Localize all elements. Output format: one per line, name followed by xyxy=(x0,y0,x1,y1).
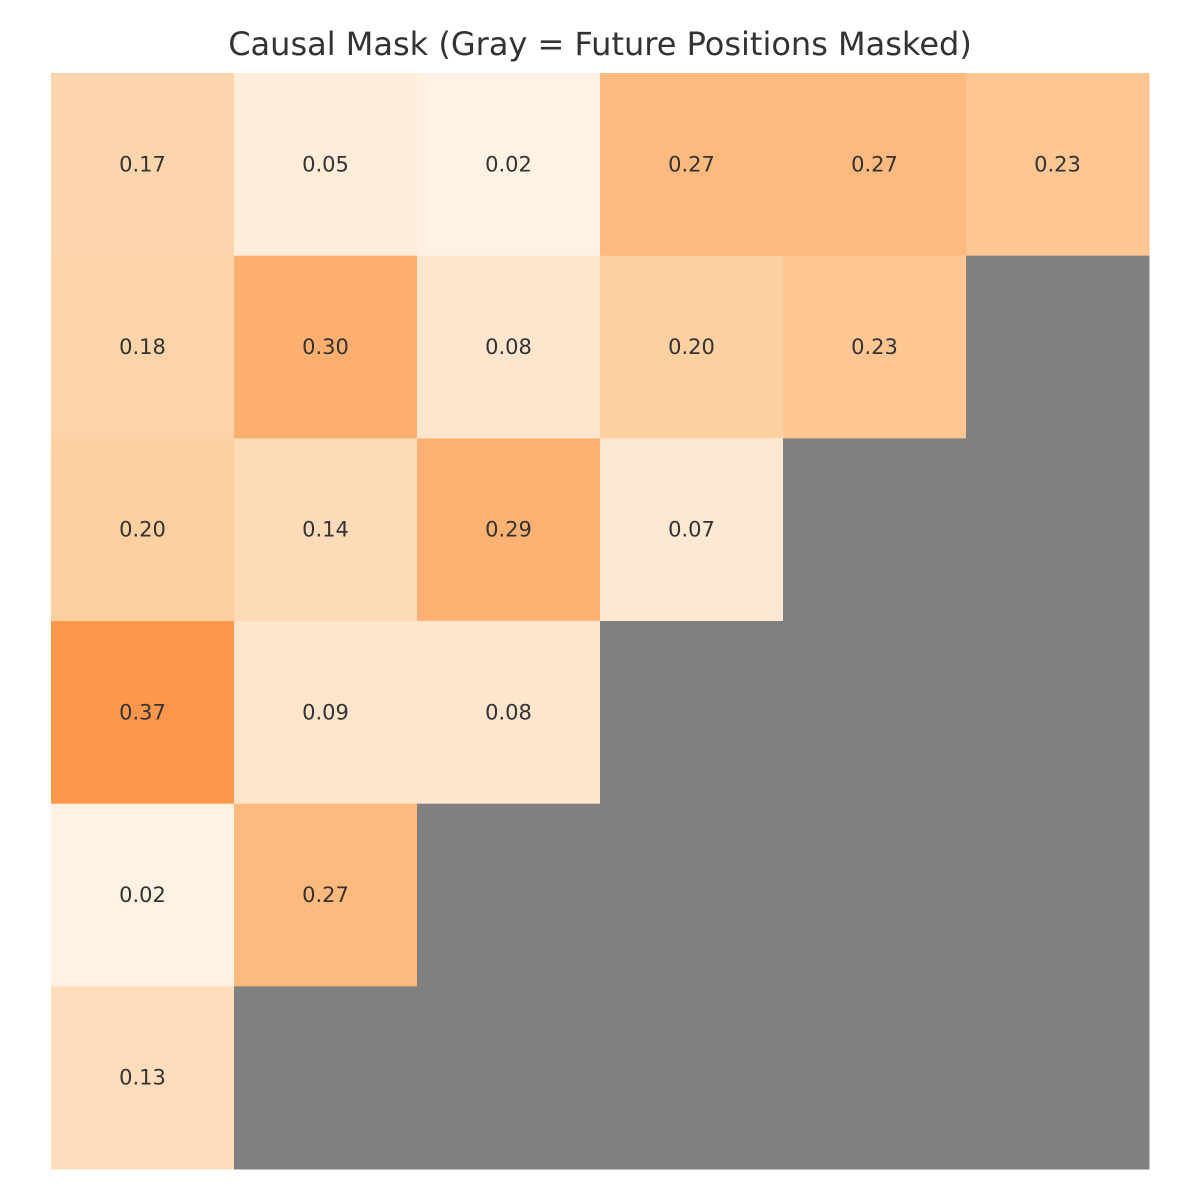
cell-value-label: 0.02 xyxy=(119,883,166,907)
heatmap-cell-r2-c0 xyxy=(51,438,235,622)
heatmap-cell-r0-c3 xyxy=(600,73,784,257)
masked-cell-r5-c4 xyxy=(783,986,967,1170)
cell-value-label: 0.29 xyxy=(485,518,532,542)
heatmap-cell-r4-c0 xyxy=(51,803,235,987)
masked-cell-r5-c5 xyxy=(966,986,1150,1170)
masked-cell-r4-c5 xyxy=(966,803,1150,987)
masked-cell-r5-c3 xyxy=(600,986,784,1170)
cell-value-label: 0.02 xyxy=(485,152,532,176)
masked-cell-r5-c2 xyxy=(417,986,601,1170)
cell-value-label: 0.08 xyxy=(485,700,532,724)
heatmap-cell-r3-c2 xyxy=(417,621,601,805)
heatmap-cell-r1-c1 xyxy=(234,255,418,439)
heatmap-cell-r2-c3 xyxy=(600,438,784,622)
cell-value-label: 0.07 xyxy=(668,518,715,542)
cell-value-label: 0.08 xyxy=(485,335,532,359)
heatmap-cell-r1-c4 xyxy=(783,255,967,439)
cell-value-label: 0.27 xyxy=(302,883,349,907)
heatmap-cell-r1-c0 xyxy=(51,255,235,439)
cell-value-label: 0.20 xyxy=(119,518,166,542)
cell-value-label: 0.14 xyxy=(302,518,349,542)
masked-cell-r4-c4 xyxy=(783,803,967,987)
masked-cell-r3-c5 xyxy=(966,621,1150,805)
cell-value-label: 0.18 xyxy=(119,335,166,359)
masked-cell-r5-c1 xyxy=(234,986,418,1170)
masked-cell-r2-c5 xyxy=(966,438,1150,622)
chart-title: Causal Mask (Gray = Future Positions Mas… xyxy=(228,25,972,63)
cell-value-label: 0.17 xyxy=(119,152,166,176)
cell-value-label: 0.37 xyxy=(119,700,166,724)
heatmap-cell-r1-c3 xyxy=(600,255,784,439)
heatmap-cell-r0-c5 xyxy=(966,73,1150,257)
heatmap-cell-r0-c4 xyxy=(783,73,967,257)
heatmap-cell-r2-c1 xyxy=(234,438,418,622)
masked-cell-r4-c2 xyxy=(417,803,601,987)
heatmap-cell-r2-c2 xyxy=(417,438,601,622)
heatmap-cell-r0-c0 xyxy=(51,73,235,257)
masked-cell-r3-c3 xyxy=(600,621,784,805)
heatmap-cell-r1-c2 xyxy=(417,255,601,439)
heatmap-cells xyxy=(51,73,1150,1170)
cell-value-label: 0.23 xyxy=(1034,152,1081,176)
cell-value-label: 0.09 xyxy=(302,700,349,724)
heatmap-cell-r3-c0 xyxy=(51,621,235,805)
heatmap-cell-r5-c0 xyxy=(51,986,235,1170)
cell-value-label: 0.20 xyxy=(668,335,715,359)
heatmap-cell-r0-c1 xyxy=(234,73,418,257)
heatmap-cell-r3-c1 xyxy=(234,621,418,805)
cell-value-label: 0.27 xyxy=(668,152,715,176)
masked-cell-r2-c4 xyxy=(783,438,967,622)
cell-value-label: 0.30 xyxy=(302,335,349,359)
cell-value-label: 0.05 xyxy=(302,152,349,176)
cell-value-label: 0.23 xyxy=(851,335,898,359)
heatmap-cell-r0-c2 xyxy=(417,73,601,257)
heatmap-cell-r4-c1 xyxy=(234,803,418,987)
heatmap-labels: 0.17 0.05 0.02 0.27 0.27 0.23 0.18 0.30 0.08 0.20… xyxy=(119,152,1081,1089)
masked-cell-r1-c5 xyxy=(966,255,1150,439)
masked-cell-r4-c3 xyxy=(600,803,784,987)
cell-value-label: 0.27 xyxy=(851,152,898,176)
masked-cell-r3-c4 xyxy=(783,621,967,805)
cell-value-label: 0.13 xyxy=(119,1066,166,1090)
